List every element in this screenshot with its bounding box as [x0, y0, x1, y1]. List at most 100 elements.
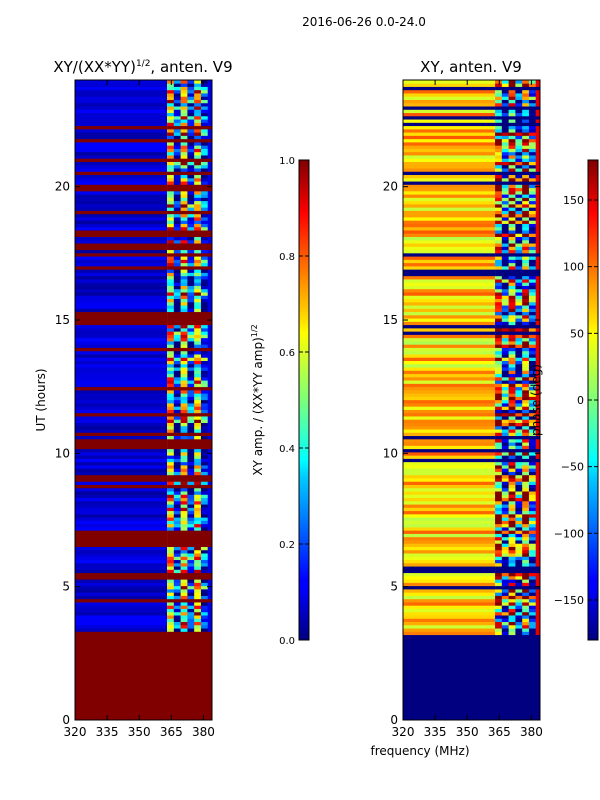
heatmap-cell: [200, 292, 209, 296]
heatmap-cell: [515, 155, 523, 159]
heatmap-cell: [528, 399, 537, 404]
heatmap-cell: [200, 432, 209, 437]
heatmap-cell: [403, 132, 496, 136]
heatmap-cell: [173, 109, 182, 114]
heatmap-cell: [508, 517, 516, 521]
heatmap-cell: [180, 145, 188, 149]
heatmap-cell: [403, 106, 496, 110]
heatmap-cell: [501, 491, 510, 495]
heatmap-cell: [501, 513, 510, 518]
heatmap-cell: [403, 197, 496, 202]
heatmap-cell: [187, 458, 195, 463]
heatmap-cell: [173, 132, 182, 136]
heatmap-cell: [180, 389, 188, 394]
heatmap-cell: [528, 200, 537, 205]
heatmap-cell: [528, 184, 537, 189]
heatmap-cell: [522, 396, 530, 401]
heatmap-cell: [167, 624, 175, 629]
heatmap-cell: [180, 376, 188, 381]
heatmap-cell: [200, 507, 209, 512]
heatmap-cell: [508, 425, 516, 430]
heatmap-cell: [173, 406, 182, 410]
heatmap-cell: [75, 354, 168, 358]
heatmap-cell: [207, 507, 212, 512]
heatmap-cell: [200, 279, 209, 283]
heatmap-cell: [200, 226, 209, 231]
heatmap-cell: [75, 572, 168, 577]
heatmap-cell: [535, 425, 540, 430]
heatmap-cell: [173, 468, 182, 472]
heatmap-cell: [528, 588, 537, 593]
heatmap-cell: [501, 468, 510, 472]
heatmap-cell: [495, 432, 503, 437]
heatmap-cell: [508, 468, 516, 472]
heatmap-cell: [167, 168, 175, 172]
heatmap-cell: [75, 145, 168, 149]
heatmap-cell: [187, 93, 195, 97]
heatmap-cell: [528, 442, 537, 446]
heatmap-cell: [508, 314, 516, 319]
heatmap-cell: [501, 155, 510, 159]
heatmap-cell: [75, 265, 168, 270]
heatmap-cell: [194, 282, 202, 286]
heatmap-cell: [167, 80, 175, 84]
heatmap-cell: [528, 102, 537, 107]
heatmap-cell: [528, 549, 537, 554]
heatmap-cell: [75, 363, 168, 368]
heatmap-cell: [515, 354, 523, 358]
heatmap-cell: [75, 269, 168, 273]
heatmap-cell: [187, 621, 195, 626]
heatmap-cell: [501, 416, 510, 420]
heatmap-cell: [495, 210, 503, 215]
heatmap-cell: [180, 451, 188, 456]
heatmap-cell: [515, 455, 523, 459]
heatmap-cell: [522, 311, 530, 316]
heatmap-cell: [528, 419, 537, 423]
heatmap-cell: [194, 416, 202, 420]
heatmap-cell: [75, 540, 168, 544]
heatmap-cell: [207, 380, 212, 384]
heatmap-cell: [173, 119, 182, 123]
heatmap-cell: [403, 236, 496, 241]
heatmap-cell: [515, 406, 523, 410]
heatmap-cell: [207, 168, 212, 172]
heatmap-cell: [515, 314, 523, 319]
heatmap-cell: [200, 393, 209, 397]
heatmap-cell: [515, 602, 523, 606]
heatmap-cell: [403, 504, 496, 508]
heatmap-cell: [522, 497, 530, 502]
heatmap-cell: [508, 292, 516, 296]
heatmap-cell: [528, 608, 537, 613]
heatmap-cell: [173, 409, 182, 414]
heatmap-cell: [495, 164, 503, 169]
heatmap-cell: [75, 125, 168, 130]
heatmap-cell: [167, 187, 175, 192]
heatmap-cell: [75, 478, 168, 482]
heatmap-cell: [501, 308, 510, 313]
heatmap-cell: [187, 132, 195, 136]
heatmap-cell: [180, 487, 188, 492]
heatmap-cell: [508, 347, 516, 352]
heatmap-cell: [495, 119, 503, 123]
heatmap-cell: [528, 376, 537, 381]
heatmap-cell: [207, 203, 212, 208]
heatmap-cell: [180, 350, 188, 355]
heatmap-cell: [501, 526, 510, 531]
heatmap-cell: [180, 540, 188, 544]
heatmap-cell: [501, 106, 510, 110]
heatmap-cell: [495, 363, 503, 368]
heatmap-cell: [522, 171, 530, 176]
heatmap-cell: [522, 334, 530, 339]
heatmap-cell: [515, 341, 523, 345]
heatmap-cell: [173, 582, 182, 587]
heatmap-cell: [75, 399, 168, 404]
heatmap-cell: [403, 540, 496, 544]
heatmap-cell: [200, 517, 209, 521]
heatmap-cell: [501, 396, 510, 401]
heatmap-cell: [75, 106, 168, 110]
heatmap-cell: [501, 624, 510, 629]
heatmap-cell: [508, 536, 516, 541]
heatmap-cell: [535, 579, 540, 583]
heatmap-cell: [522, 595, 530, 600]
heatmap-cell: [508, 569, 516, 574]
